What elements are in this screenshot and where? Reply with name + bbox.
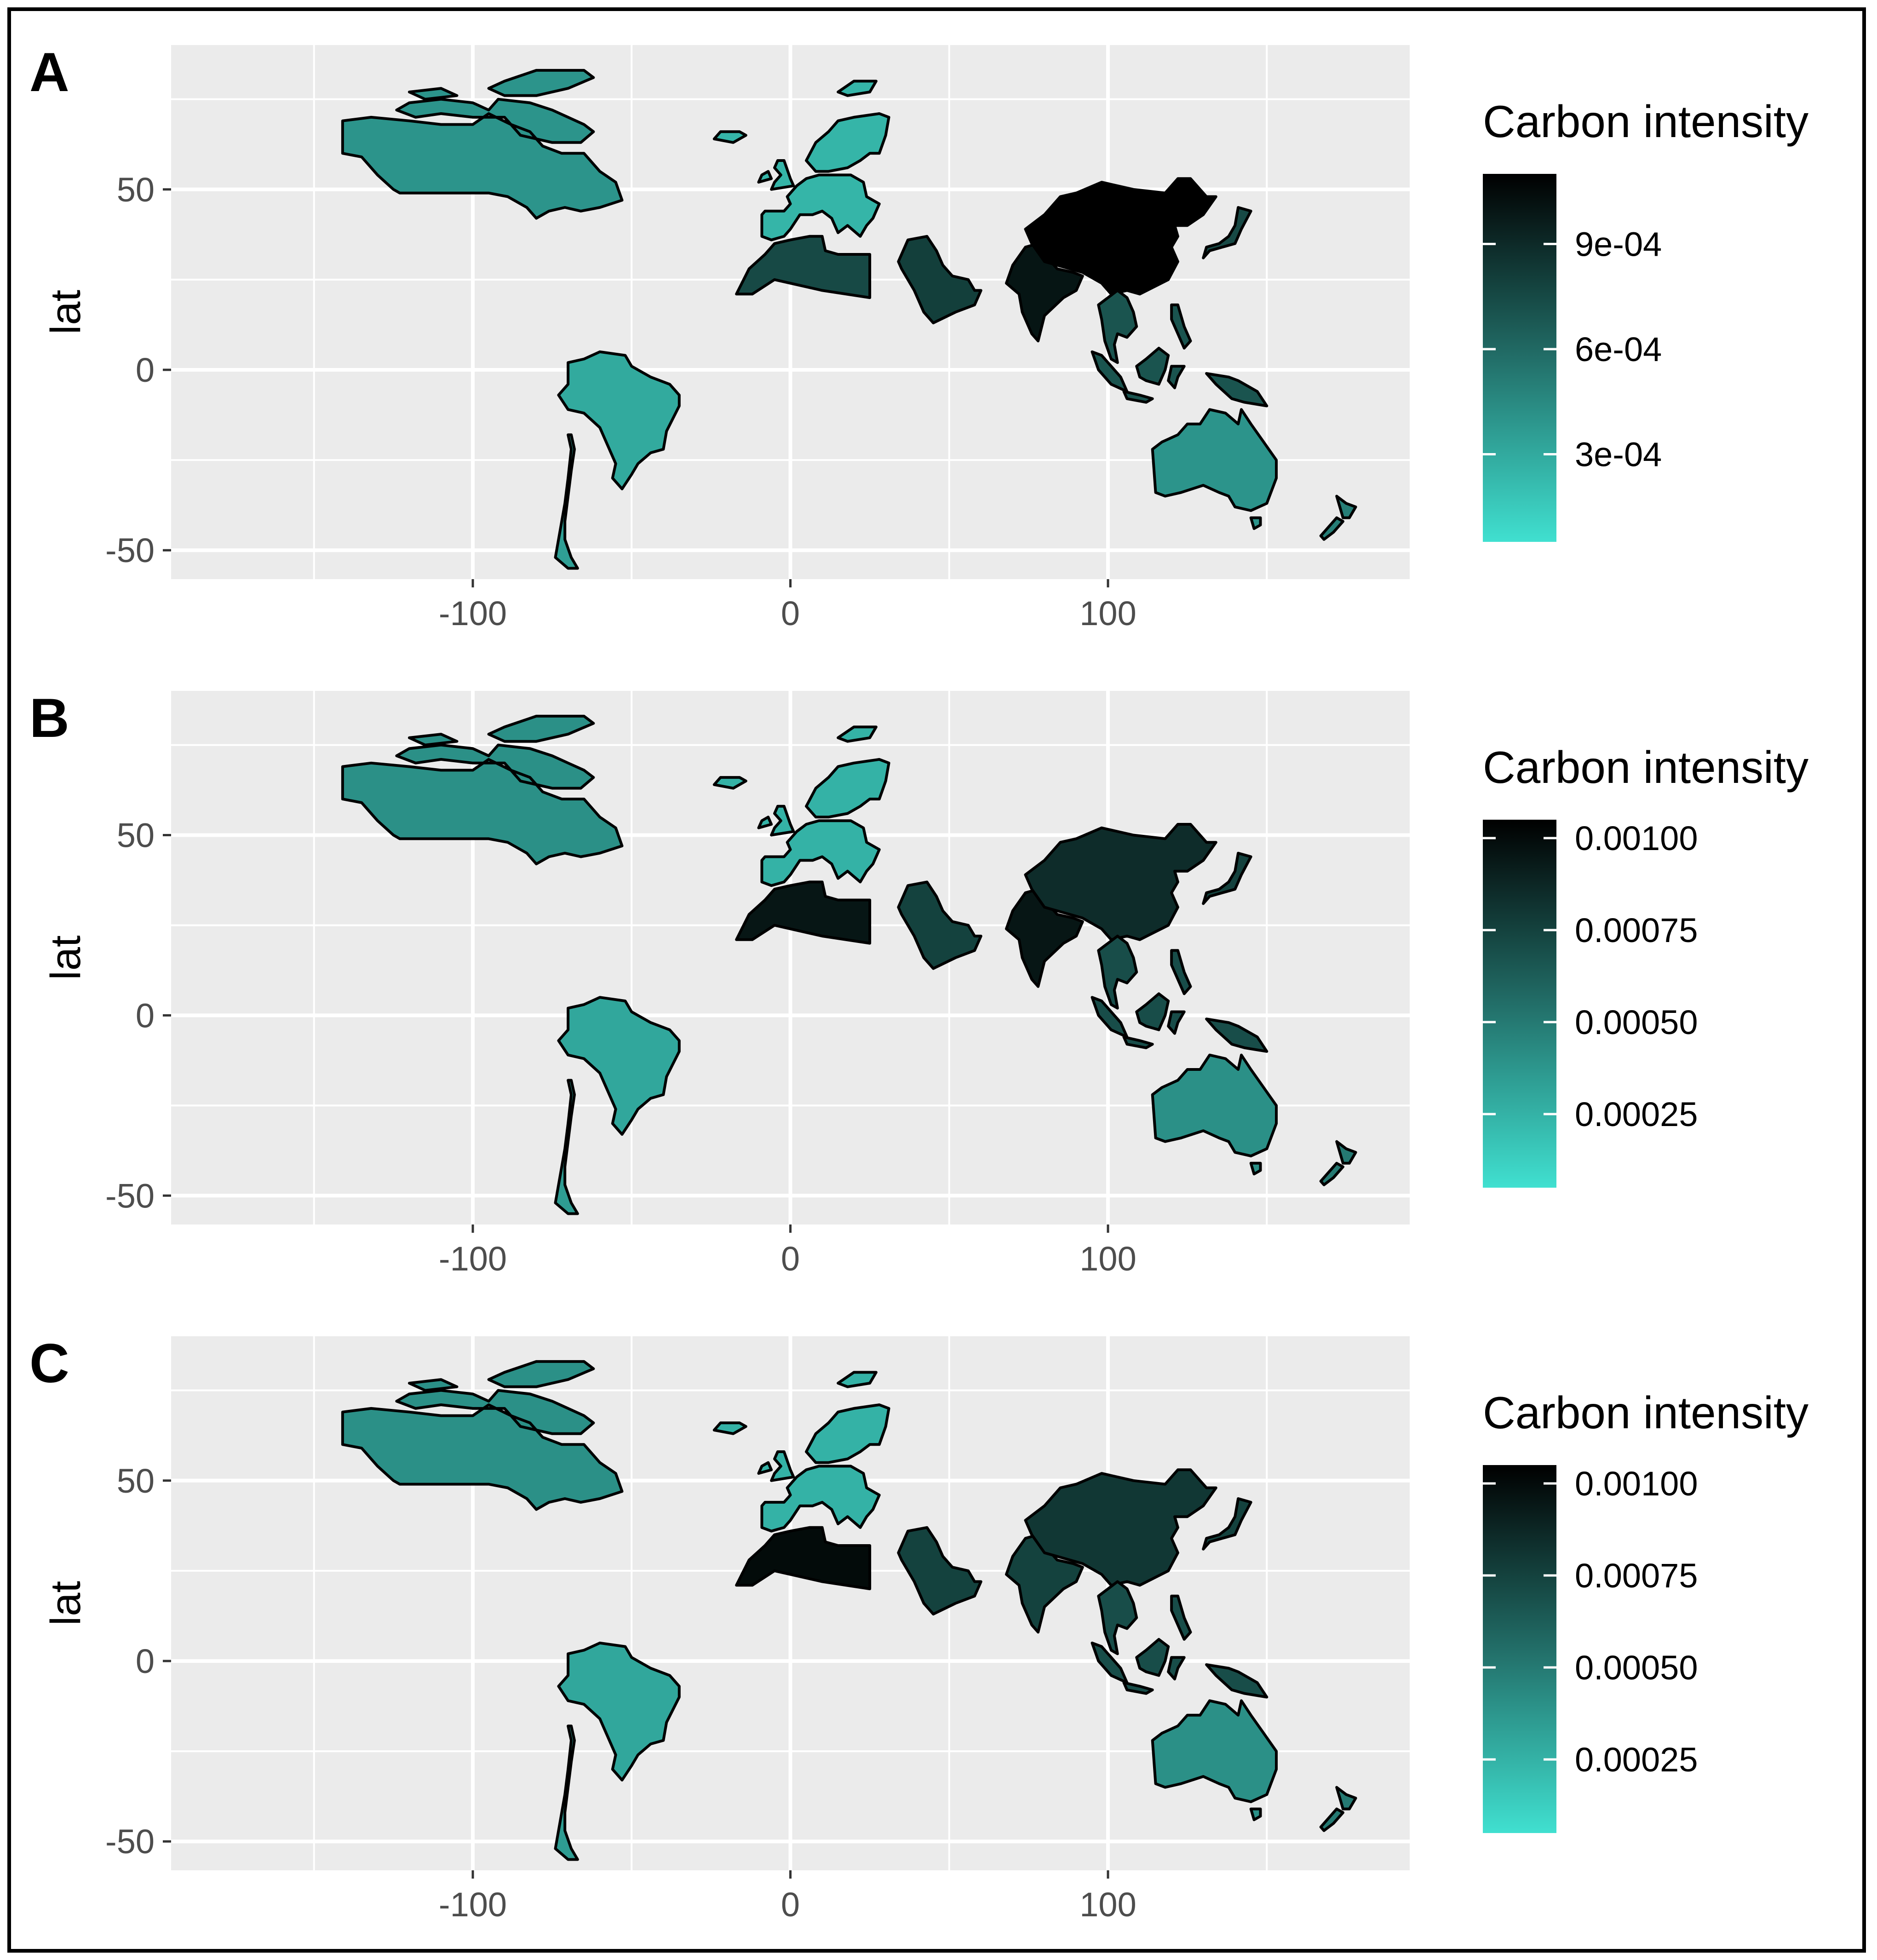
region-chile bbox=[554, 1079, 579, 1215]
region-chile bbox=[554, 1724, 579, 1861]
y-tick-label: 0 bbox=[136, 351, 155, 389]
region-japan bbox=[1202, 851, 1252, 905]
legend-tick-label: 9e-04 bbox=[1575, 225, 1662, 263]
region-new-zealand bbox=[1319, 1140, 1357, 1186]
region-china bbox=[1024, 177, 1217, 296]
region-europe bbox=[712, 1371, 890, 1533]
region-china bbox=[1024, 823, 1217, 941]
y-tick-label: 50 bbox=[117, 816, 155, 855]
y-tick-label: 50 bbox=[117, 1462, 155, 1500]
region-europe bbox=[712, 725, 890, 887]
legend-tick-label: 0.00050 bbox=[1575, 1003, 1698, 1041]
region-australia bbox=[1151, 408, 1278, 530]
legend: Carbon intensity 0.00025 0.00050 0.00075 0.0… bbox=[1483, 1387, 1808, 1833]
region-china bbox=[1024, 1468, 1217, 1587]
legend-tick-label: 3e-04 bbox=[1575, 436, 1662, 474]
legend-tick-label: 0.00025 bbox=[1575, 1095, 1698, 1133]
region-canada bbox=[341, 1360, 624, 1511]
region-canada bbox=[341, 714, 624, 866]
y-tick-label: -50 bbox=[105, 1177, 155, 1215]
legend-tick-label: 0.00100 bbox=[1575, 819, 1698, 857]
panel-label: B bbox=[29, 687, 69, 749]
legend-tick-label: 0.00075 bbox=[1575, 911, 1698, 949]
region-australia bbox=[1151, 1699, 1278, 1822]
x-tick-label: 100 bbox=[1079, 1885, 1136, 1924]
x-axis-title: long bbox=[751, 1943, 831, 1949]
legend-tick-label: 0.00025 bbox=[1575, 1741, 1698, 1779]
region-middle-east bbox=[897, 880, 982, 970]
y-tick-label: -50 bbox=[105, 531, 155, 569]
region-north-africa bbox=[735, 1526, 872, 1591]
y-tick-label: 0 bbox=[136, 996, 155, 1035]
region-southeast-asia bbox=[1091, 935, 1269, 1053]
x-tick-label: 100 bbox=[1079, 594, 1136, 632]
region-europe bbox=[712, 80, 890, 241]
y-tick-label: 50 bbox=[117, 171, 155, 209]
panel-label: A bbox=[29, 41, 69, 103]
legend-tick-label: 0.00050 bbox=[1575, 1649, 1698, 1687]
region-canada bbox=[341, 69, 624, 220]
region-new-zealand bbox=[1319, 494, 1357, 541]
region-middle-east bbox=[897, 1526, 982, 1615]
legend-tick-label: 0.00075 bbox=[1575, 1557, 1698, 1595]
region-brazil bbox=[557, 350, 681, 490]
region-north-africa bbox=[735, 235, 872, 299]
y-axis-title: lat bbox=[42, 290, 89, 334]
region-chile bbox=[554, 433, 579, 570]
region-brazil bbox=[557, 996, 681, 1136]
legend: Carbon intensity 0.00025 0.00050 0.00075 0.0… bbox=[1483, 742, 1808, 1188]
region-japan bbox=[1202, 206, 1252, 259]
region-middle-east bbox=[897, 235, 982, 324]
legend: Carbon intensity 3e-04 6e-04 9e-04 bbox=[1483, 96, 1808, 542]
y-tick-label: 0 bbox=[136, 1642, 155, 1680]
x-tick-label: 0 bbox=[781, 1885, 800, 1924]
legend-tick-label: 6e-04 bbox=[1575, 330, 1662, 368]
region-southeast-asia bbox=[1091, 289, 1269, 408]
y-axis-title: lat bbox=[42, 1581, 89, 1626]
region-australia bbox=[1151, 1053, 1278, 1176]
y-axis-title: lat bbox=[42, 935, 89, 980]
legend-colorbar bbox=[1483, 1465, 1556, 1833]
legend-title: Carbon intensity bbox=[1483, 96, 1808, 147]
x-tick-label: 100 bbox=[1079, 1240, 1136, 1278]
legend-title: Carbon intensity bbox=[1483, 1387, 1808, 1438]
region-southeast-asia bbox=[1091, 1580, 1269, 1699]
legend-colorbar bbox=[1483, 174, 1556, 542]
legend-tick-label: 0.00100 bbox=[1575, 1465, 1698, 1503]
region-north-africa bbox=[735, 880, 872, 945]
region-japan bbox=[1202, 1497, 1252, 1551]
region-brazil bbox=[557, 1641, 681, 1782]
x-tick-label: -100 bbox=[439, 594, 507, 632]
x-tick-label: -100 bbox=[439, 1240, 507, 1278]
x-tick-label: 0 bbox=[781, 594, 800, 632]
panel-label: C bbox=[29, 1333, 69, 1394]
legend-colorbar bbox=[1483, 820, 1556, 1188]
region-new-zealand bbox=[1319, 1786, 1357, 1832]
x-tick-label: -100 bbox=[439, 1885, 507, 1924]
legend-title: Carbon intensity bbox=[1483, 742, 1808, 793]
x-tick-label: 0 bbox=[781, 1240, 800, 1278]
y-tick-label: -50 bbox=[105, 1822, 155, 1861]
